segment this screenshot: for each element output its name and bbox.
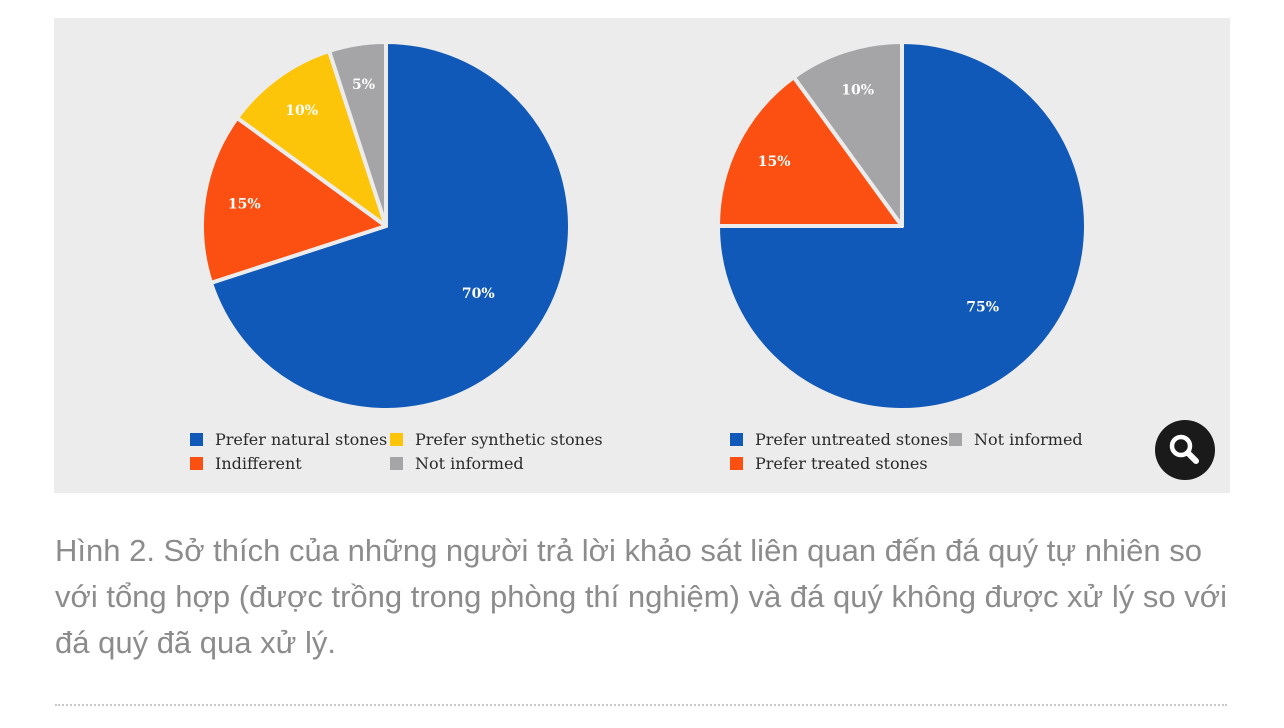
pie-slice-not-informed: [791, 40, 904, 228]
figure-panel: 70% 15% 10% 5% 75% 15% 10% Prefer natural sto…: [54, 18, 1230, 493]
zoom-button[interactable]: [1155, 420, 1215, 480]
slice-value-label: 75%: [966, 300, 999, 316]
legend-label: Prefer synthetic stones: [415, 430, 603, 449]
pie-chart-stone-treatment: 75% 15% 10%: [716, 40, 1088, 412]
legend-label: Prefer natural stones: [215, 430, 388, 449]
pie-slice-prefer-natural-stones: [209, 40, 572, 412]
legend-label: Prefer treated stones: [755, 454, 928, 473]
legend-swatch: [390, 433, 403, 446]
legend-swatch: [390, 457, 403, 470]
pie-slice-prefer-untreated-stones: [716, 40, 1088, 412]
legend-item-not-informed: Not informed: [949, 430, 1083, 449]
slice-value-label: 10%: [841, 83, 874, 99]
slice-value-label: 15%: [758, 154, 791, 170]
legend-item-indifferent: Indifferent: [190, 454, 302, 473]
pie-slice-not-informed: [327, 40, 388, 228]
legend-item-treated: Prefer treated stones: [730, 454, 928, 473]
legend-label: Prefer untreated stones: [755, 430, 949, 449]
magnifier-icon: [1169, 434, 1199, 464]
slice-value-label: 15%: [228, 197, 261, 213]
pie-slice-prefer-treated-stones: [716, 75, 904, 228]
slice-value-label: 5%: [352, 77, 375, 93]
legend-swatch: [730, 433, 743, 446]
pie-chart-stone-origin: 70% 15% 10% 5%: [200, 40, 572, 412]
legend-swatch: [949, 433, 962, 446]
legend-label: Not informed: [974, 430, 1083, 449]
dotted-divider: [55, 704, 1227, 706]
legend-swatch: [730, 457, 743, 470]
legend-swatch: [190, 433, 203, 446]
legend-item-synthetic: Prefer synthetic stones: [390, 430, 603, 449]
pie-slice-indifferent: [200, 115, 388, 285]
legend-label: Not informed: [415, 454, 524, 473]
legend-item-natural: Prefer natural stones: [190, 430, 387, 449]
legend-label: Indifferent: [215, 454, 302, 473]
figure-caption: Hình 2. Sở thích của những người trả lời…: [55, 533, 1227, 660]
legend-item-untreated: Prefer untreated stones: [730, 430, 948, 449]
legend-swatch: [190, 457, 203, 470]
slice-value-label: 70%: [462, 286, 495, 302]
pie-slice-prefer-synthetic-stones: [235, 49, 388, 228]
legend-item-not-informed: Not informed: [390, 454, 524, 473]
pie-charts-svg: 70% 15% 10% 5% 75% 15% 10%: [200, 40, 1088, 412]
slice-value-label: 10%: [285, 103, 318, 119]
